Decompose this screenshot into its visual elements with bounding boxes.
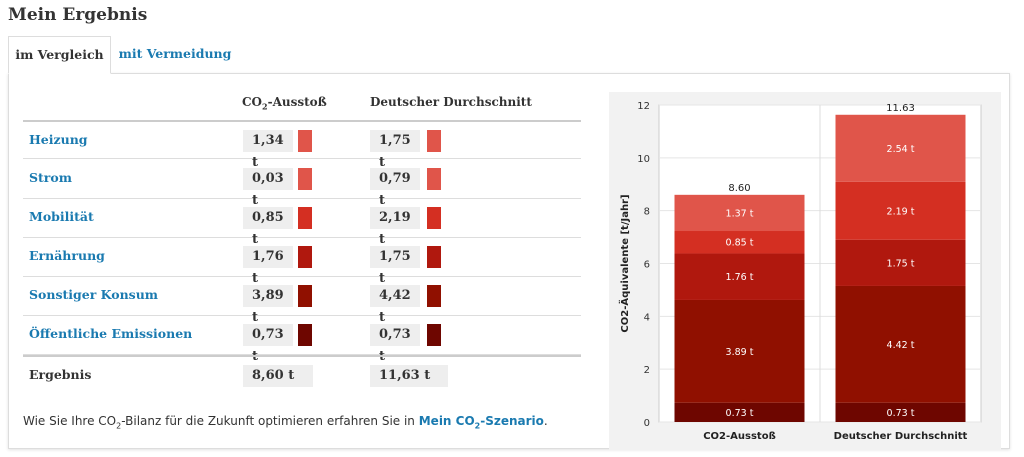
tab-mit-vermeidung[interactable]: mit Vermeidung: [118, 46, 232, 61]
bar-segment: [674, 402, 805, 422]
x-category-label: CO2-Ausstoß: [703, 431, 776, 442]
y-tick-label: 0: [644, 418, 650, 429]
color-swatch: [298, 285, 312, 307]
y-tick-label: 2: [644, 365, 650, 376]
y-axis-label: CO2-Äquivalente [t/Jahr]: [617, 194, 631, 332]
value-co2: 1,76 t: [243, 246, 293, 286]
y-tick-label: 6: [644, 260, 650, 271]
value-average: 4,42 t: [370, 285, 420, 325]
chart-svg: 0 2 4 6 8 10 12 0.73 t 3.89 t 1.76 t 0.85 t 1.37 t 8…: [617, 101, 982, 442]
y-tick-label: 10: [637, 154, 650, 165]
segment-label: 1.76 t: [726, 272, 754, 283]
bar-segment: [674, 299, 805, 403]
value-average: 1,75 t: [370, 130, 420, 170]
segment-label: 0.85 t: [726, 238, 754, 249]
segment-label: 3.89 t: [726, 347, 754, 358]
color-swatch: [427, 207, 441, 229]
stacked-bar-chart: 0 2 4 6 8 10 12 0.73 t 3.89 t 1.76 t 0.85 t 1.37 t 8…: [609, 92, 1001, 450]
result-row: Ergebnis 8,60 t 11,63 t: [23, 355, 581, 394]
segment-label: 2.54 t: [887, 144, 915, 155]
value-co2: 0,03 t: [243, 168, 293, 208]
bar-total-label: 11.63: [886, 103, 915, 114]
color-swatch: [298, 130, 312, 152]
scenario-note: Wie Sie Ihre CO2-Bilanz für die Zukunft …: [23, 414, 548, 431]
color-swatch: [427, 246, 441, 268]
scenario-link[interactable]: Mein CO2-Szenario: [418, 414, 544, 431]
value-co2: 0,73 t: [243, 324, 293, 364]
y-tick-label: 8: [644, 207, 650, 218]
value-average: 2,19 t: [370, 207, 420, 247]
segment-label: 1.75 t: [887, 258, 915, 269]
row-label-mobilitaet[interactable]: Mobilität: [29, 209, 94, 224]
result-label: Ergebnis: [29, 367, 92, 382]
color-swatch: [298, 324, 312, 346]
bar-segment: [674, 253, 805, 300]
value-average: 0,73 t: [370, 324, 420, 364]
value-average: 0,79 t: [370, 168, 420, 208]
color-swatch: [427, 168, 441, 190]
table-row: Strom 0,03 t 0,79 t: [23, 160, 581, 208]
value-co2: 1,34 t: [243, 130, 293, 170]
bar-segment: [674, 194, 805, 232]
bar-segment: [835, 114, 966, 182]
segment-label: 1.37 t: [726, 208, 754, 219]
segment-label: 0.73 t: [887, 408, 915, 419]
bar-segment: [835, 239, 966, 286]
segment-label: 0.73 t: [726, 408, 754, 419]
color-swatch: [427, 130, 441, 152]
table-row: Sonstiger Konsum 3,89 t 4,42 t: [23, 277, 581, 325]
result-value-average: 11,63 t: [370, 365, 448, 387]
color-swatch: [298, 207, 312, 229]
tab-im-vergleich[interactable]: im Vergleich: [8, 36, 111, 74]
row-label-strom[interactable]: Strom: [29, 170, 72, 185]
y-tick-label: 12: [637, 101, 650, 112]
table-row: Ernährung 1,76 t 1,75 t: [23, 238, 581, 286]
x-category-label: Deutscher Durchschnitt: [834, 431, 968, 442]
row-label-ernaehrung[interactable]: Ernährung: [29, 248, 105, 263]
color-swatch: [298, 246, 312, 268]
value-average: 1,75 t: [370, 246, 420, 286]
table-row: Heizung 1,34 t 1,75 t: [23, 120, 581, 170]
value-co2: 0,85 t: [243, 207, 293, 247]
row-label-heizung[interactable]: Heizung: [29, 132, 88, 147]
bar-segment: [835, 402, 966, 422]
page-title: Mein Ergebnis: [8, 5, 148, 25]
value-co2: 3,89 t: [243, 285, 293, 325]
color-swatch: [427, 324, 441, 346]
bar-segment: [674, 231, 805, 254]
bar-total-label: 8.60: [728, 183, 750, 194]
y-tick-label: 4: [644, 312, 650, 323]
color-swatch: [298, 168, 312, 190]
color-swatch: [427, 285, 441, 307]
row-label-sonstiger-konsum[interactable]: Sonstiger Konsum: [29, 287, 159, 302]
column-header-average: Deutscher Durchschnitt: [370, 95, 532, 109]
table-row: Öffentliche Emissionen 0,73 t 0,73 t: [23, 316, 581, 364]
table-row: Mobilität 0,85 t 2,19 t: [23, 199, 581, 247]
result-panel: CO2-Ausstoß Deutscher Durchschnitt Heizu…: [8, 73, 1010, 450]
segment-label: 4.42 t: [887, 340, 915, 351]
bar-segment: [835, 181, 966, 240]
column-header-co2: CO2-Ausstoß: [242, 95, 327, 112]
result-value-co2: 8,60 t: [243, 365, 313, 387]
segment-label: 2.19 t: [887, 206, 915, 217]
bar-segment: [835, 285, 966, 403]
row-label-oeffentliche-emissionen[interactable]: Öffentliche Emissionen: [29, 326, 193, 341]
